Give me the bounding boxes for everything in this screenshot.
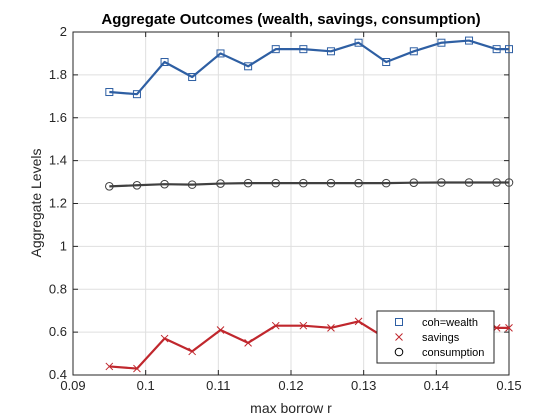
- data-point-savings: [327, 323, 335, 332]
- data-point-coh-wealth: [492, 45, 501, 54]
- data-point-savings: [188, 347, 197, 356]
- x-tick-label: 0.14: [424, 378, 449, 393]
- data-point-consumption: [409, 178, 419, 188]
- y-tick-label: 0.4: [49, 367, 67, 382]
- data-point-savings: [354, 317, 363, 326]
- data-point-coh-wealth: [465, 36, 474, 45]
- data-point-coh-wealth: [188, 73, 197, 82]
- series-line-consumption: [109, 181, 509, 188]
- data-point-consumption: [492, 178, 501, 187]
- data-point-coh-wealth: [382, 58, 391, 67]
- legend-marker: [395, 333, 403, 341]
- data-point-coh-wealth: [160, 58, 169, 67]
- legend-marker: [394, 347, 404, 357]
- x-axis-label: max borrow r: [250, 400, 332, 416]
- data-point-coh-wealth: [505, 45, 513, 54]
- y-axis-label: Aggregate Levels: [28, 149, 44, 258]
- series-line-coh-wealth: [109, 39, 509, 96]
- data-point-savings: [160, 334, 169, 343]
- y-tick-label: 1.4: [49, 153, 67, 168]
- data-point-consumption: [464, 178, 474, 187]
- legend-marker: [395, 318, 403, 326]
- x-tick-label: 0.13: [351, 378, 376, 393]
- data-point-coh-wealth: [354, 38, 363, 47]
- x-tick-label: 0.12: [278, 378, 303, 393]
- data-point-consumption: [354, 178, 363, 188]
- data-point-coh-wealth: [244, 62, 253, 71]
- data-point-savings: [105, 362, 114, 371]
- data-point-consumption: [216, 179, 225, 188]
- y-tick-label: 1.8: [49, 67, 67, 82]
- x-tick-label: 0.09: [60, 378, 85, 393]
- data-point-coh-wealth: [409, 47, 418, 56]
- legend: coh=wealth savings consumption: [376, 310, 495, 364]
- data-point-consumption: [299, 178, 308, 188]
- data-point-consumption: [271, 178, 281, 188]
- data-point-consumption: [504, 178, 514, 187]
- data-point-consumption: [326, 178, 336, 188]
- data-point-coh-wealth: [299, 45, 308, 54]
- x-tick-label: 0.1: [137, 378, 155, 393]
- data-point-consumption: [437, 178, 446, 187]
- legend-entry-label: consumption: [422, 347, 484, 359]
- y-tick-label: 1.6: [49, 110, 67, 125]
- legend-entry-label: coh=wealth: [422, 317, 478, 329]
- data-point-coh-wealth: [437, 38, 446, 47]
- x-tick-label: 0.11: [206, 378, 230, 393]
- data-point-coh-wealth: [326, 47, 335, 56]
- data-point-savings: [244, 338, 252, 347]
- y-tick-label: 0.8: [49, 281, 67, 296]
- data-point-savings: [216, 326, 225, 334]
- chart-title: Aggregate Outcomes (wealth, savings, con…: [101, 11, 480, 28]
- data-point-consumption: [381, 178, 391, 188]
- data-point-coh-wealth: [132, 90, 141, 99]
- axis-ticks: 0.09 0.1 0.11 0.12 0.13 0.14 0.15 0.4 0.6 0.8 1 1.2…: [49, 24, 522, 393]
- data-point-savings: [271, 321, 280, 330]
- x-tick-label: 0.15: [496, 378, 521, 393]
- data-point-coh-wealth: [271, 45, 280, 54]
- legend-box: [376, 310, 495, 364]
- data-point-coh-wealth: [216, 49, 225, 58]
- data-point-consumption: [132, 180, 142, 190]
- series-consumption: [105, 178, 514, 191]
- y-tick-label: 2: [60, 24, 67, 39]
- y-tick-label: 0.6: [49, 324, 67, 339]
- y-tick-label: 1: [60, 238, 67, 253]
- data-point-consumption: [187, 180, 197, 189]
- data-point-savings: [133, 364, 141, 373]
- data-point-savings: [299, 321, 308, 330]
- y-tick-label: 1.2: [49, 196, 67, 211]
- data-point-coh-wealth: [105, 88, 114, 97]
- legend-entry-label: savings: [422, 332, 460, 344]
- data-point-consumption: [243, 178, 253, 188]
- data-point-savings: [505, 323, 513, 332]
- data-point-consumption: [160, 179, 169, 189]
- data-point-consumption: [105, 182, 114, 191]
- series-coh-wealth: [105, 36, 513, 99]
